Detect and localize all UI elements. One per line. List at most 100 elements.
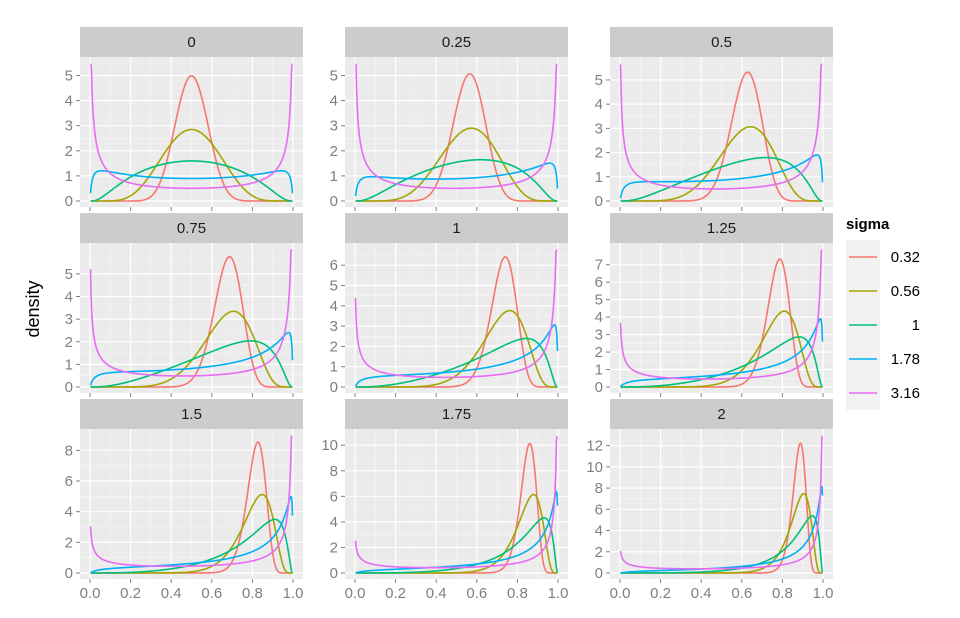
density-curve-sigma-1: [90, 518, 294, 574]
y-tick-label: 4: [330, 298, 338, 315]
y-tick-label: 3: [65, 118, 73, 135]
x-tick-label: 1.0: [283, 585, 304, 602]
facet-strip-label: 0.25: [442, 34, 471, 51]
facet-strip: [80, 213, 303, 243]
density-curve-sigma-3-16: [354, 435, 558, 569]
y-tick-label: 3: [330, 318, 338, 335]
y-tick-label: 0: [595, 565, 603, 582]
x-tick-label: 0.8: [242, 585, 263, 602]
y-tick-label: 5: [330, 278, 338, 295]
y-tick-label: 6: [330, 488, 338, 505]
facet-panel: 10.00.20.40.60.81.00123456: [330, 213, 568, 416]
y-tick-label: 10: [321, 437, 338, 454]
y-tick-label: 3: [595, 120, 603, 137]
y-tick-label: 1: [330, 359, 338, 376]
y-tick-label: 4: [595, 96, 603, 113]
y-tick-label: 12: [586, 438, 603, 455]
y-tick-label: 5: [595, 292, 603, 309]
y-tick-label: 1: [595, 362, 603, 379]
facet-panel: 1.250.00.20.40.60.81.001234567: [595, 213, 833, 416]
y-tick-label: 1: [65, 356, 73, 373]
y-tick-label: 1: [65, 168, 73, 185]
y-tick-label: 6: [330, 257, 338, 274]
y-tick-label: 1: [595, 169, 603, 186]
density-curve-sigma-0-56: [355, 127, 558, 202]
x-tick-label: 0.2: [385, 585, 406, 602]
y-tick-label: 2: [65, 334, 73, 351]
density-curve-sigma-1-78: [354, 323, 559, 387]
facet-strip: [80, 27, 303, 57]
density-curve-sigma-0-56: [620, 310, 823, 388]
y-tick-label: 4: [65, 93, 73, 110]
facet-strip: [80, 399, 303, 429]
x-tick-label: 0.2: [120, 585, 141, 602]
facet-strip-label: 1: [452, 220, 460, 237]
density-curve-sigma-3-16: [89, 249, 293, 377]
y-tick-label: 4: [595, 309, 603, 326]
x-tick-label: 0.6: [731, 585, 752, 602]
density-curve-sigma-3-16: [619, 249, 823, 380]
legend-label: 1: [912, 317, 920, 334]
density-curve-sigma-1-78: [90, 495, 294, 574]
y-tick-label: 0: [595, 193, 603, 210]
density-curve-sigma-1: [90, 340, 293, 388]
y-tick-label: 6: [65, 473, 73, 490]
density-curve-sigma-0-56: [620, 126, 823, 202]
density-curve-sigma-1-78: [355, 490, 559, 574]
density-curve-sigma-1: [355, 158, 558, 202]
density-curve-sigma-3-16: [355, 63, 558, 190]
legend-label: 1.78: [891, 351, 920, 368]
y-tick-label: 4: [65, 289, 73, 306]
facet-strip: [610, 27, 833, 57]
density-curve-sigma-0-56: [90, 128, 293, 202]
y-tick-label: 3: [330, 118, 338, 135]
y-tick-label: 5: [330, 68, 338, 85]
y-tick-label: 8: [595, 480, 603, 497]
facet-strip-label: 2: [717, 406, 725, 423]
y-tick-label: 0: [65, 193, 73, 210]
facet-panel: 2 0.0 0.2 0.4 0.6 0.8 1.0 0 2 4 6 8 10 12: [586, 399, 833, 602]
y-tick-label: 3: [65, 311, 73, 328]
density-curve-sigma-1: [620, 156, 823, 202]
y-tick-label: 4: [65, 504, 73, 521]
y-tick-label: 7: [595, 257, 603, 274]
y-tick-label: 0: [65, 565, 73, 582]
x-tick-label: 0.6: [201, 585, 222, 602]
legend-label: 3.16: [891, 385, 920, 402]
y-tick-label: 0: [330, 193, 338, 210]
x-tick-label: 1.0: [813, 585, 834, 602]
density-curve-sigma-1: [620, 515, 824, 574]
y-axis-title: density: [23, 280, 43, 337]
y-tick-label: 5: [65, 266, 73, 283]
density-curve-sigma-1: [355, 517, 559, 574]
facet-strip-label: 1.25: [707, 220, 736, 237]
facet-strip: [345, 27, 568, 57]
y-tick-label: 3: [595, 327, 603, 344]
x-tick-label: 0.2: [650, 585, 671, 602]
y-tick-label: 0: [330, 379, 338, 396]
y-tick-label: 2: [595, 145, 603, 162]
x-tick-label: 1.0: [548, 585, 569, 602]
y-tick-label: 6: [595, 501, 603, 518]
density-curve-sigma-3-16: [90, 63, 293, 190]
x-tick-label: 0.4: [161, 585, 182, 602]
legend-label: 0.32: [891, 249, 920, 266]
y-tick-label: 4: [330, 514, 338, 531]
facet-strip-label: 1.75: [442, 406, 471, 423]
density-curve-sigma-1-78: [354, 162, 559, 197]
y-tick-label: 2: [330, 539, 338, 556]
y-tick-label: 5: [595, 72, 603, 89]
facet-strip-label: 0.5: [711, 34, 732, 51]
facet-panel: 1.5 0.0 0.2 0.4 0.6 0.8 1.0 0 2 4 6 8: [65, 399, 304, 602]
y-tick-label: 4: [595, 523, 603, 540]
y-tick-label: 2: [330, 143, 338, 160]
facet-panel: 1.75 0.0 0.2 0.4 0.6 0.8 1.0 0 2 4 6 8 10: [321, 399, 568, 602]
y-tick-label: 2: [595, 344, 603, 361]
density-curve-sigma-0-56: [90, 310, 293, 388]
y-tick-label: 10: [586, 459, 603, 476]
density-curve-sigma-1-78: [619, 317, 824, 388]
